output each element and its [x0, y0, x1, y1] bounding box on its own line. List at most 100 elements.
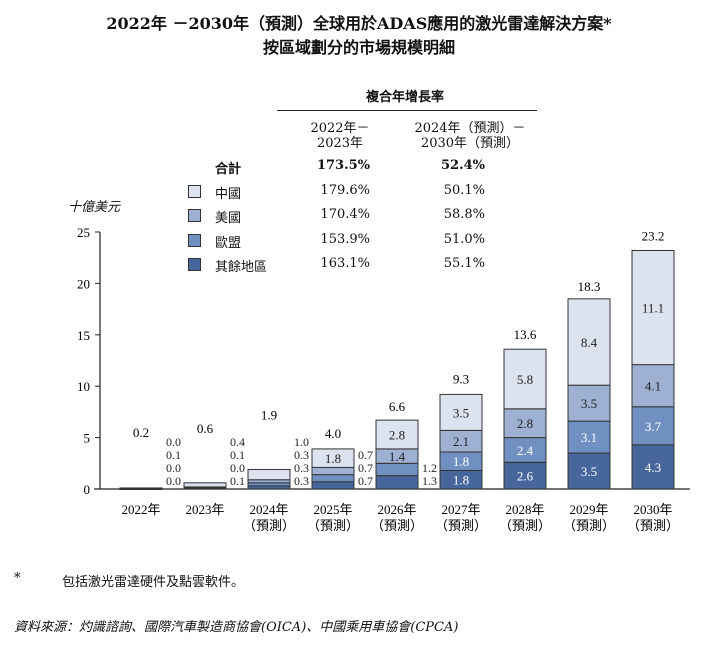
data-label: 1.4 [389, 449, 406, 464]
legend-label: 合計 [215, 162, 242, 177]
data-label: 0.0 [166, 461, 181, 475]
data-label: 0.1 [166, 448, 181, 462]
legend-label: 中國 [215, 186, 242, 202]
bar-segment-美國 [311, 466, 355, 476]
cagr-divider [277, 110, 537, 111]
data-label: 1.8 [325, 451, 341, 466]
footnote-mark: * [14, 571, 21, 586]
total-label: 1.9 [261, 407, 277, 422]
cagr-value-2024-2030: 50.1% [443, 182, 485, 198]
data-label: 3.5 [581, 464, 597, 479]
data-label: 2.4 [517, 443, 534, 458]
data-label: 0.1 [230, 448, 245, 462]
bar-segment-中國 [375, 419, 419, 450]
data-label: 1.0 [294, 435, 309, 449]
cagr-col1-header: 2022年－ 2023年 [290, 121, 390, 151]
legend-swatch [188, 184, 201, 198]
stacked-bar-chart: 05101520252022年0.00.00.10.00.22023年0.10.… [77, 225, 690, 533]
chart-subtitle: 按區域劃分的市場規模明細 [262, 38, 455, 57]
bar-segment-美國 [567, 384, 611, 422]
data-label: 4.1 [645, 379, 661, 394]
x-tick-label: （預測） [435, 518, 487, 533]
data-label: 1.2 [422, 461, 437, 475]
cagr-value-2022-2023: 153.9% [320, 231, 370, 247]
legend-swatch [188, 258, 201, 271]
x-tick-label: 2028年 [505, 502, 544, 517]
data-label: 1.8 [453, 454, 469, 469]
data-label: 3.7 [645, 419, 662, 434]
data-label: 0.0 [166, 474, 181, 488]
y-tick-label: 20 [77, 276, 90, 291]
x-tick-label: 2022年 [121, 502, 160, 517]
data-label: 5.8 [517, 372, 533, 387]
cagr-value-2022-2023: 179.6% [320, 182, 370, 198]
cagr-header: 複合年增長率 [365, 90, 444, 105]
x-tick-label: 2029年 [569, 502, 608, 517]
y-tick-label: 25 [77, 225, 90, 240]
x-tick-label: （預測） [307, 518, 359, 533]
bar-segment-歐盟 [503, 437, 547, 463]
data-label: 8.4 [581, 335, 598, 350]
bar-segment-歐盟 [567, 420, 611, 454]
data-label: 0.7 [358, 461, 373, 475]
x-tick-label: 2027年 [441, 502, 480, 517]
x-tick-label: （預測） [499, 518, 551, 533]
data-label: 0.1 [230, 474, 245, 488]
total-label: 18.3 [578, 279, 601, 294]
total-label: 0.2 [133, 425, 149, 440]
bar-segment-其餘地區 [375, 475, 419, 490]
cagr-value-2022-2023: 163.1% [320, 256, 370, 271]
x-tick-label: （預測） [243, 518, 295, 533]
data-label: 2.1 [453, 434, 469, 449]
bar-segment-中國 [439, 393, 483, 431]
y-tick-label: 0 [84, 482, 91, 497]
bar-segment-歐盟 [311, 474, 355, 483]
x-tick-label: 2025年 [313, 502, 352, 517]
x-tick-label: （預測） [627, 518, 679, 533]
source-note: 資料來源：灼識諮詢、國際汽車製造商協會(OICA)、中國乘用車協會(CPCA) [14, 620, 459, 635]
bar-segment-中國 [183, 482, 227, 488]
total-label: 4.0 [325, 426, 341, 441]
bar-segment-美國 [631, 364, 675, 408]
cagr-col1-line2: 2023年 [316, 136, 364, 151]
y-tick-label: 15 [77, 328, 90, 343]
x-tick-label: 2026年 [377, 502, 416, 517]
y-axis-label: 十億美元 [68, 200, 121, 215]
cagr-value-2024-2030: 51.0% [443, 231, 485, 247]
legend-label: 歐盟 [215, 235, 242, 251]
bar-segment-其餘地區 [311, 481, 355, 490]
legend-swatch [188, 233, 201, 247]
total-label: 0.6 [197, 421, 214, 436]
bar-segment-美國 [503, 408, 547, 439]
data-label: 0.0 [230, 461, 245, 475]
x-tick-label: 2024年 [249, 502, 288, 517]
cagr-value-2022-2023: 173.5% [316, 158, 370, 173]
data-label: 2.6 [517, 469, 534, 484]
data-label: 1.3 [422, 474, 437, 488]
cagr-col2-header: 2024年（預測）－ 2030年（預測） [400, 121, 540, 151]
cagr-col1-line1: 2022年－ [310, 121, 370, 136]
bar-segment-其餘地區 [631, 444, 675, 490]
bar-segment-中國 [247, 468, 291, 481]
data-label: 0.0 [166, 435, 181, 449]
x-tick-label: 2030年 [633, 502, 672, 517]
bar-segment-歐盟 [631, 406, 675, 446]
bar-segment-歐盟 [375, 462, 419, 477]
data-label: 0.7 [358, 474, 373, 488]
data-label: 3.5 [453, 405, 469, 420]
total-label: 9.3 [453, 371, 469, 386]
cagr-value-2022-2023: 170.4% [320, 207, 370, 222]
data-label: 2.8 [517, 416, 533, 431]
bar-segment-其餘地區 [567, 452, 611, 490]
cagr-value-2024-2030: 58.8% [443, 207, 485, 222]
bar-segment-中國 [311, 448, 355, 468]
x-tick-label: （預測） [563, 518, 615, 533]
data-label: 11.1 [642, 301, 664, 316]
cagr-col2-line2: 2030年（預測） [420, 136, 520, 151]
cagr-value-2024-2030: 52.4% [440, 158, 485, 173]
data-label: 0.3 [294, 448, 309, 462]
data-label: 1.8 [453, 473, 469, 488]
total-label: 6.6 [389, 399, 406, 414]
total-label: 13.6 [514, 327, 537, 342]
data-label: 0.4 [230, 435, 245, 449]
